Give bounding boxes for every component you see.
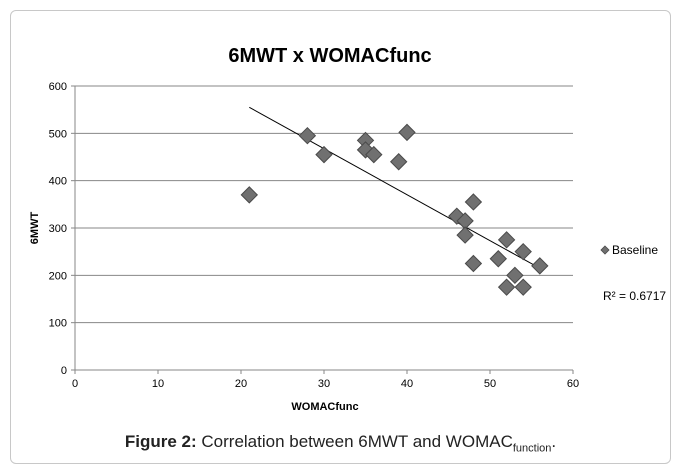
trendline-group: [249, 106, 541, 269]
data-point: [298, 126, 317, 145]
data-point: [531, 257, 549, 275]
data-point: [315, 145, 333, 164]
legend: Baseline: [600, 243, 658, 257]
data-point: [456, 226, 474, 244]
y-axis-label: 6MWT: [29, 212, 41, 245]
figure-caption: Figure 2: Correlation between 6MWT and W…: [0, 432, 681, 454]
data-point: [514, 242, 532, 261]
data-point: [365, 145, 383, 164]
x-tick-label: 0: [72, 378, 78, 390]
data-point: [464, 254, 483, 273]
x-tick-labels: 0 10 20 30 40 50 60: [72, 370, 579, 390]
x-axis-label: WOMACfunc: [291, 401, 358, 413]
r-squared-label: R² = 0.6717: [603, 289, 666, 303]
data-point: [497, 231, 516, 249]
chart-title: 6MWT x WOMACfunc: [228, 45, 431, 67]
x-tick-label: 60: [567, 378, 579, 390]
data-point: [240, 186, 259, 204]
caption-subscript: function: [512, 442, 552, 455]
x-tick-label: 30: [318, 378, 330, 390]
x-tick-label: 40: [401, 378, 413, 390]
y-tick-label: 500: [49, 128, 67, 140]
y-tick-label: 100: [49, 318, 67, 330]
data-points: [240, 123, 549, 296]
y-tick-labels: 0 100 200 300 400 500 600: [49, 81, 75, 377]
gridlines: [74, 85, 573, 371]
caption-suffix: .: [551, 432, 557, 451]
x-tick-label: 50: [484, 378, 496, 390]
trendline: [249, 106, 541, 269]
data-point: [398, 123, 416, 142]
data-point: [464, 193, 483, 211]
data-point: [497, 278, 516, 296]
data-point: [489, 250, 508, 268]
data-point: [514, 278, 532, 296]
caption-text: Correlation between 6MWT and WOMAC: [196, 432, 513, 451]
y-tick-label: 600: [49, 81, 67, 93]
data-point: [506, 266, 524, 285]
y-tick-label: 200: [49, 270, 67, 282]
y-tick-label: 300: [49, 223, 67, 235]
data-point: [389, 153, 408, 171]
legend-marker: [600, 245, 610, 255]
y-tick-label: 0: [61, 365, 67, 377]
x-tick-label: 10: [152, 378, 164, 390]
legend-label: Baseline: [612, 243, 658, 257]
caption-label: Figure 2:: [124, 432, 197, 451]
x-tick-label: 20: [235, 378, 247, 390]
y-tick-label: 400: [49, 176, 67, 188]
